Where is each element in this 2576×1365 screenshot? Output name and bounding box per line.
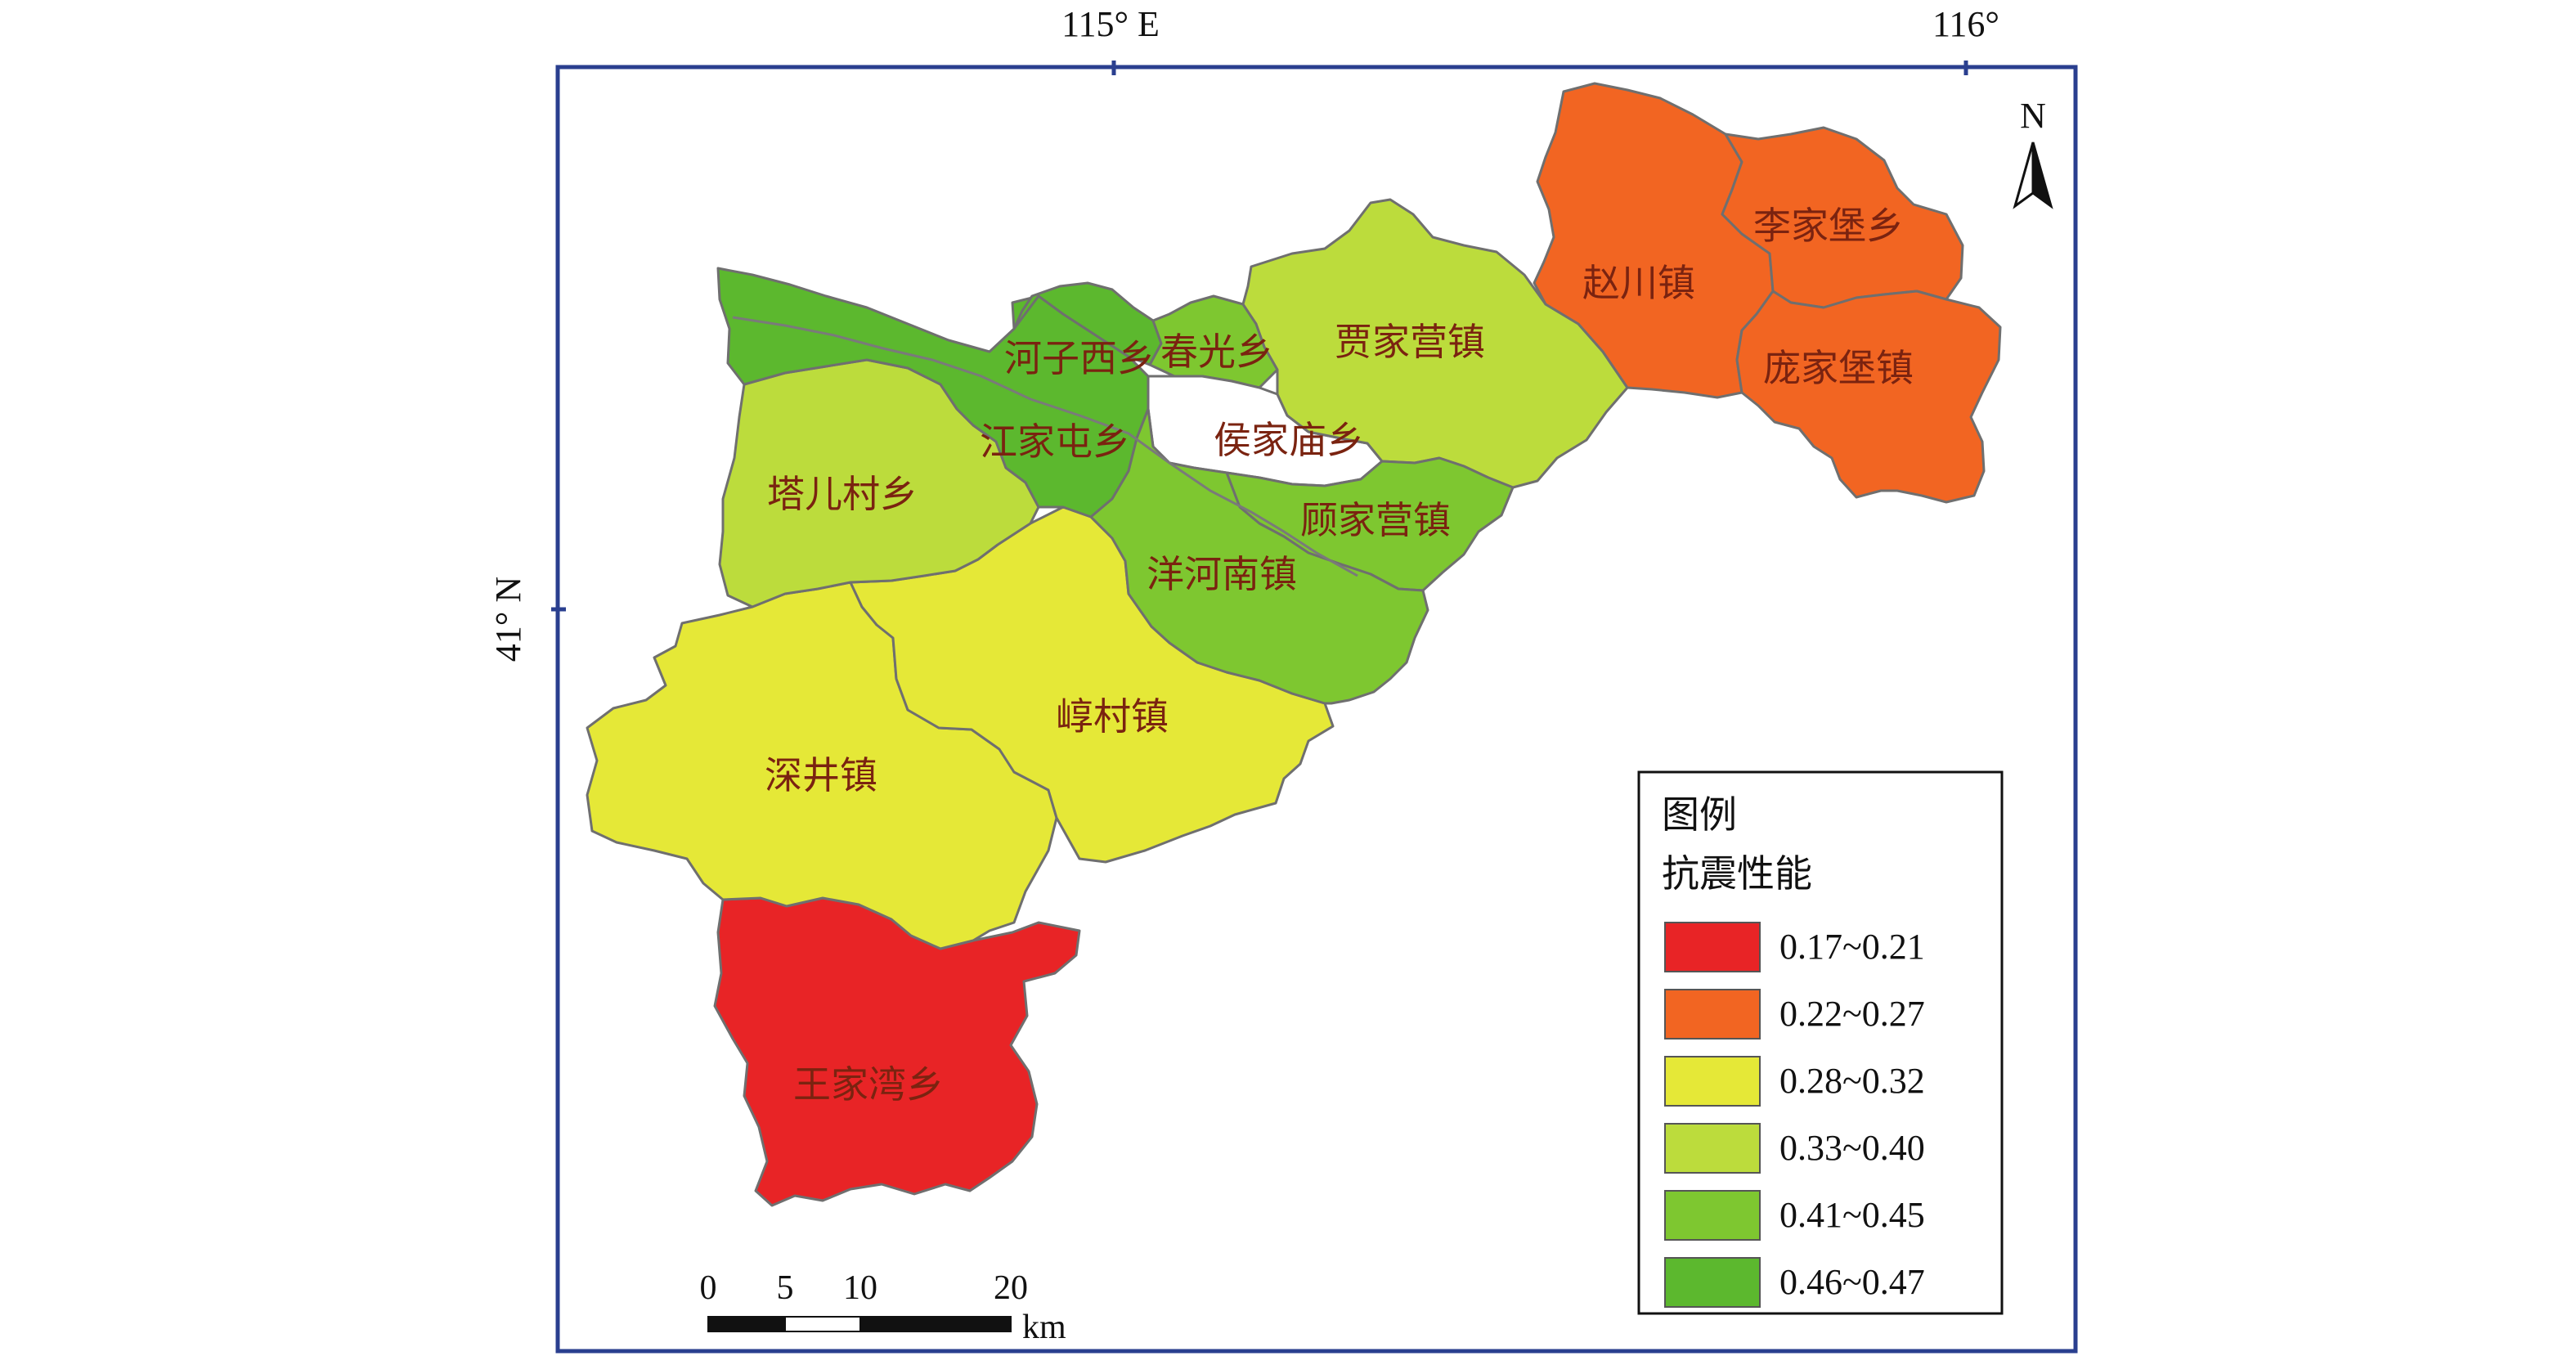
scale-unit: km	[1022, 1309, 1066, 1346]
scale-segment-2	[784, 1316, 861, 1332]
scale-tick-0: 0	[700, 1269, 717, 1307]
legend-item: 0.33~0.40	[1664, 1123, 1925, 1174]
scale-segment-1	[707, 1316, 786, 1332]
legend: 图例 抗震性能 0.17~0.21 0.22~0.27 0.28~0.32 0.…	[1637, 770, 2004, 1315]
legend-item: 0.28~0.32	[1664, 1056, 1925, 1107]
scale-tick-5: 5	[777, 1269, 794, 1307]
north-arrow-label: N	[2020, 96, 2046, 136]
label-jiajiaying: 贾家营镇	[1335, 320, 1485, 364]
legend-range-6: 0.46~0.47	[1779, 1262, 1925, 1302]
legend-swatch-4	[1664, 1123, 1761, 1174]
legend-subtitle: 抗震性能	[1662, 851, 1812, 896]
legend-item: 0.17~0.21	[1664, 922, 1925, 972]
legend-range-2: 0.22~0.27	[1779, 994, 1925, 1034]
legend-range-3: 0.28~0.32	[1779, 1061, 1925, 1101]
label-wangjiawan: 王家湾乡	[793, 1062, 944, 1107]
legend-range-4: 0.33~0.40	[1779, 1128, 1925, 1168]
label-chunguang: 春光乡	[1160, 330, 1273, 374]
label-taercun: 塔儿村乡	[767, 472, 918, 516]
label-yanghenan: 洋河南镇	[1147, 552, 1297, 596]
legend-item: 0.46~0.47	[1664, 1257, 1925, 1308]
legend-item: 0.41~0.45	[1664, 1190, 1925, 1241]
north-arrow-icon	[2013, 141, 2053, 209]
river-line	[732, 316, 1358, 577]
north-arrow: N	[2013, 96, 2053, 209]
region-chuncun[interactable]	[849, 505, 1335, 864]
label-hezixi: 河子西乡	[1004, 336, 1155, 380]
legend-swatch-6	[1664, 1257, 1761, 1308]
label-jiangjiatun: 江家屯乡	[980, 420, 1130, 464]
legend-swatch-5	[1664, 1190, 1761, 1241]
legend-item: 0.22~0.27	[1664, 989, 1925, 1039]
legend-swatch-1	[1664, 922, 1761, 972]
region-wangjiawan[interactable]	[713, 896, 1081, 1207]
lon-label-116: 116°	[1932, 4, 1999, 44]
scale-tick-10: 10	[843, 1269, 877, 1307]
label-shenjing: 深井镇	[765, 753, 877, 797]
legend-range-5: 0.41~0.45	[1779, 1195, 1925, 1235]
label-gujiaying: 顾家营镇	[1300, 498, 1451, 542]
lon-label-115: 115° E	[1061, 4, 1160, 44]
legend-swatch-3	[1664, 1056, 1761, 1107]
legend-range-1: 0.17~0.21	[1779, 927, 1925, 967]
lat-label-41: 41° N	[488, 577, 528, 662]
label-pangjiabao: 庞家堡镇	[1763, 346, 1914, 390]
scale-bar: 0 5 10 20 km	[700, 1269, 1067, 1346]
scale-tick-20: 20	[994, 1269, 1028, 1307]
region-yanghenan[interactable]	[1089, 407, 1429, 705]
label-lijiabao: 李家堡乡	[1753, 204, 1904, 248]
region-pangjiabao[interactable]	[1735, 290, 2002, 504]
label-houjiamiao: 侯家庙乡	[1214, 418, 1364, 462]
scale-segment-3	[859, 1316, 1012, 1332]
legend-swatch-2	[1664, 989, 1761, 1039]
region-jiajiaying[interactable]	[1241, 198, 1629, 489]
legend-title: 图例	[1662, 793, 1737, 837]
region-labels: 王家湾乡 赵川镇 李家堡乡 庞家堡镇 深井镇 崞村镇 塔儿村乡 贾家营镇 春光乡…	[765, 204, 1914, 1107]
label-zhaochuan: 赵川镇	[1582, 261, 1695, 305]
regions-layer	[586, 82, 2002, 1207]
label-chuncun: 崞村镇	[1056, 694, 1169, 739]
map-frame	[555, 65, 2078, 1354]
